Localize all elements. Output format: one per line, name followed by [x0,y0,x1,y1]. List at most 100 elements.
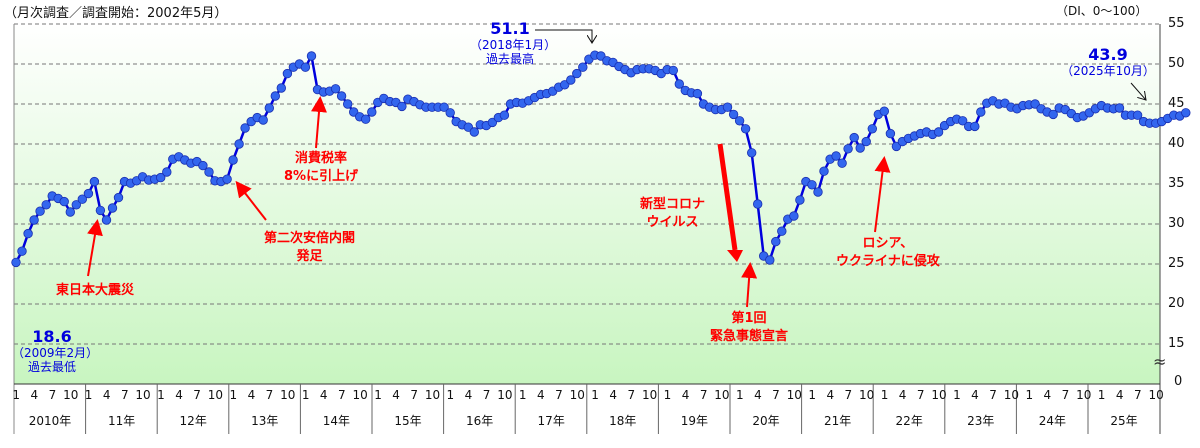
axis-break-icon: ≈ [1153,352,1167,371]
year-label: 13年 [251,414,279,428]
month-tick-label: 4 [102,388,111,402]
data-point [41,200,51,210]
month-tick-label: 10 [569,388,585,402]
month-tick-label: 10 [352,388,368,402]
data-point [306,51,317,61]
data-point [17,246,27,256]
annotation-russia: ロシア、 ウクライナに侵攻 [836,236,940,269]
data-point [204,167,214,177]
data-point [155,172,166,183]
y-tick: 50 [1168,56,1185,71]
month-tick-label: 7 [1061,388,1070,402]
month-tick-label: 7 [627,388,636,402]
data-point [753,199,763,209]
month-tick-label: 1 [953,388,961,402]
month-tick-label: 10 [63,388,79,402]
plot-area [14,24,1160,384]
month-tick-label: 4 [537,388,545,402]
data-point [734,116,745,126]
month-tick-label: 1 [157,388,165,402]
year-label: 20年 [752,414,780,428]
data-point [101,215,112,225]
month-tick-label: 1 [229,388,238,402]
data-point [439,102,449,112]
data-point [59,196,69,207]
month-tick-label: 7 [265,388,274,402]
data-point [807,180,817,190]
data-point [367,107,377,117]
data-point [469,127,480,137]
year-label: 16年 [465,414,494,428]
data-point [566,75,576,85]
data-point [1114,103,1125,113]
data-point [343,99,353,109]
data-point [837,158,847,168]
month-tick-label: 10 [424,388,441,402]
data-point [264,103,275,113]
annotation-tax: 消費税率 8%に引上げ [284,151,359,184]
y-tick: 55 [1168,16,1185,31]
data-point [728,109,739,120]
data-point [789,211,799,221]
data-point [831,151,841,161]
annotation-low: 18.6 （2009年2月） 過去最低 [12,327,99,375]
month-tick-label: 7 [410,388,419,402]
arrow-abe [235,180,267,221]
data-point [499,110,510,120]
y-tick: 25 [1168,256,1185,271]
data-point [162,167,172,177]
month-tick-label: 1 [84,388,93,402]
year-label: 12年 [179,414,207,428]
data-point [397,101,407,112]
month-tick-label: 1 [12,388,21,402]
month-tick-label: 10 [859,388,875,402]
month-tick-label: 7 [844,388,853,402]
data-point [771,236,781,247]
month-tick-label: 4 [319,388,328,402]
month-tick-label: 4 [754,388,762,402]
month-tick-label: 7 [699,388,708,402]
y-tick: 0 [1174,374,1183,389]
month-tick-label: 7 [482,388,491,402]
arrow-quake [87,219,103,277]
month-tick-label: 10 [714,388,730,402]
year-label: 19年 [680,414,709,428]
data-point [23,228,33,239]
year-label: 24年 [1038,414,1067,428]
month-tick-label: 1 [880,388,889,402]
data-point [849,132,859,143]
data-point [336,91,347,101]
month-tick-label: 1 [591,388,599,402]
month-tick-label: 10 [1148,388,1164,402]
year-label: 11年 [107,414,136,428]
data-point [813,187,823,197]
month-tick-label: 1 [518,388,527,402]
y-tick: 15 [1168,336,1185,351]
data-point [234,139,244,149]
data-point [861,136,871,147]
data-point [668,65,679,76]
year-label: 15年 [394,414,422,428]
month-tick-label: 7 [193,388,201,402]
month-tick-label: 4 [464,388,473,402]
data-point [276,83,287,93]
latest-value: 43.9 [1088,45,1128,64]
y-tick: 20 [1168,296,1185,311]
arrow-tax [311,96,327,149]
data-point [445,108,455,118]
month-tick-label: 10 [786,388,802,402]
data-point [65,207,76,217]
annotation-emergency: 第1回 緊急事態宣言 [710,311,789,344]
month-tick-label: 4 [247,388,256,402]
data-point [843,144,853,154]
month-tick-label: 7 [772,388,780,402]
arrow-emergency [741,262,758,308]
month-tick-label: 4 [392,388,400,402]
data-point [71,200,82,210]
month-tick-label: 1 [374,388,382,402]
data-point [258,115,268,125]
month-tick-label: 1 [1025,388,1034,402]
arrow-covid-shaft [717,143,738,251]
y-tick: 40 [1168,136,1185,151]
month-tick-label: 7 [338,388,346,402]
